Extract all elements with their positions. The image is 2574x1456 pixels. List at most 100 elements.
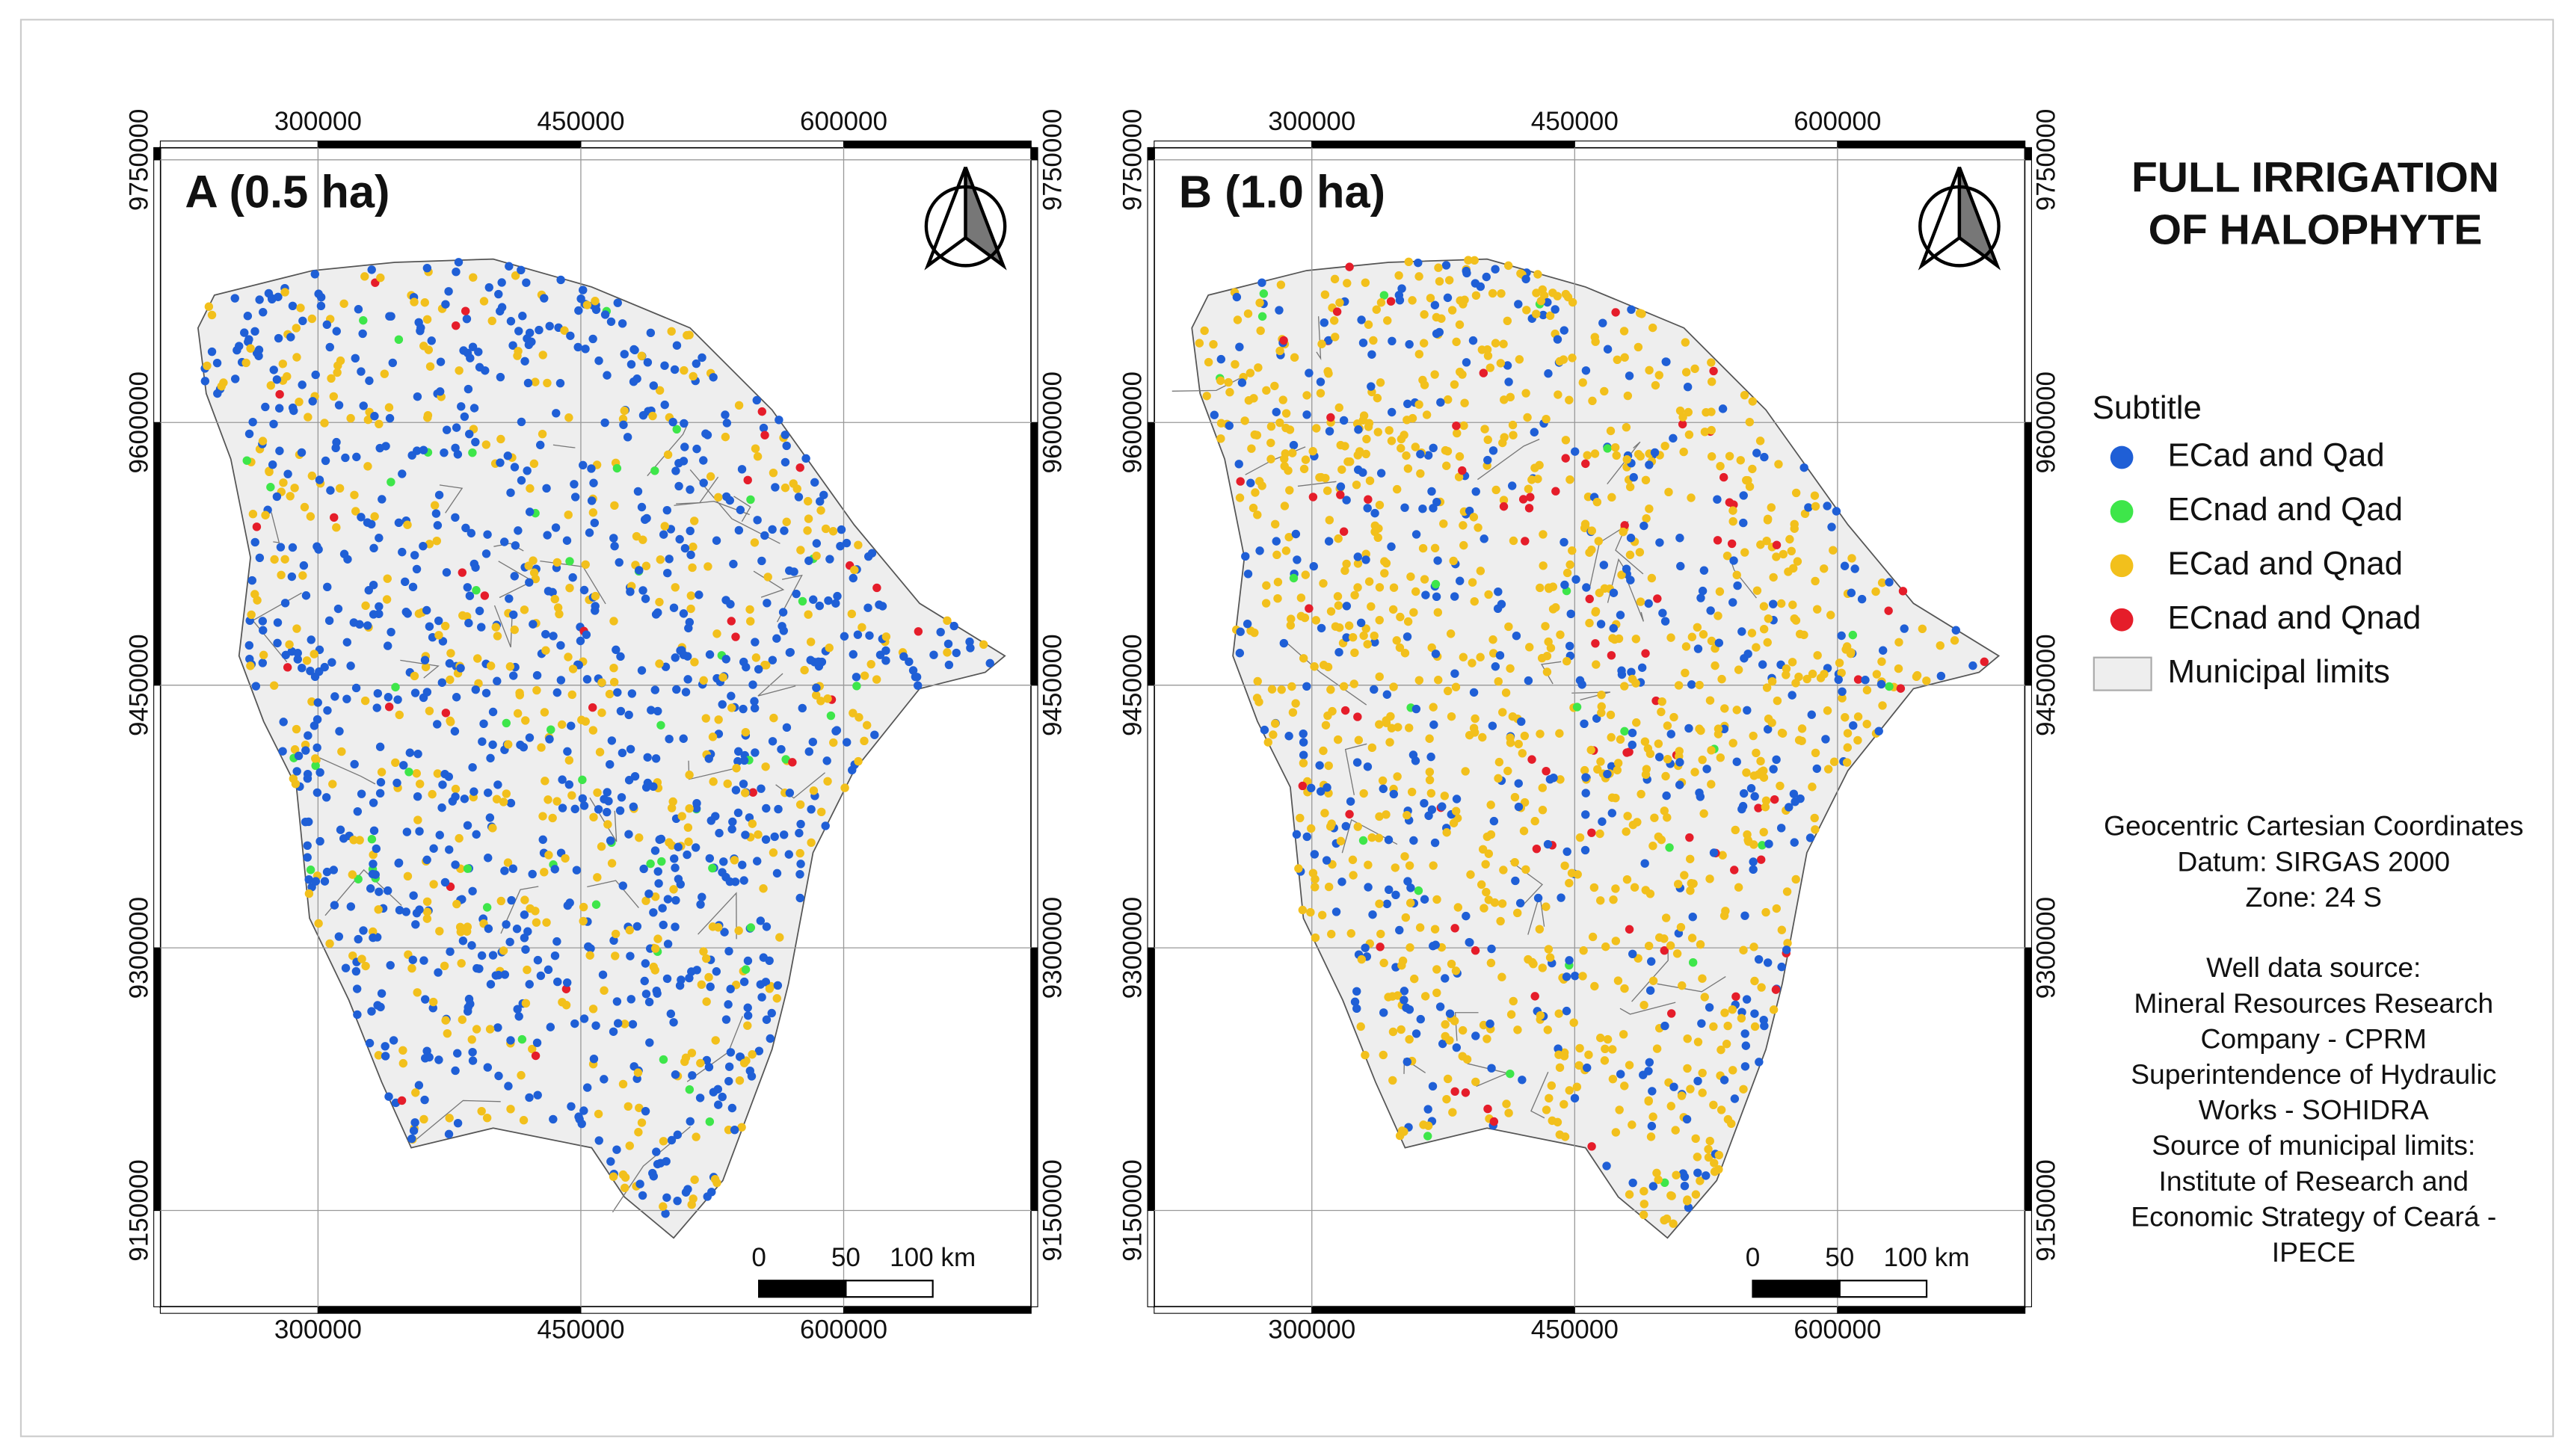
well-point (1385, 885, 1394, 895)
well-point (1739, 1085, 1748, 1093)
well-point (301, 591, 311, 600)
well-point (1782, 664, 1791, 673)
well-point (398, 1058, 408, 1068)
well-point (1301, 570, 1310, 579)
well-point (415, 905, 424, 914)
well-point (1375, 720, 1384, 729)
well-point (1740, 911, 1749, 920)
well-point (1745, 482, 1755, 491)
note: Datum: SIRGAS 2000 (2177, 845, 2450, 877)
well-point (660, 361, 669, 370)
frame-segment (843, 141, 1032, 148)
well-point (1542, 651, 1552, 661)
frame-segment (1311, 141, 1575, 148)
well-point (359, 926, 368, 935)
well-point (674, 842, 683, 851)
well-point (1341, 821, 1350, 831)
well-point (500, 866, 509, 875)
well-point (709, 373, 718, 382)
well-point (1545, 774, 1555, 784)
well-point (624, 710, 633, 720)
well-point (668, 797, 677, 806)
well-point (1542, 766, 1551, 776)
municipal-limit (1607, 441, 1641, 485)
well-point (659, 530, 668, 539)
well-point (506, 488, 515, 497)
well-point (685, 617, 695, 627)
well-point (1451, 682, 1461, 691)
well-point (1764, 839, 1773, 848)
well-point (350, 490, 359, 499)
well-point (733, 756, 742, 766)
well-point (357, 513, 366, 522)
well-point (1483, 1104, 1492, 1114)
well-point (618, 748, 627, 758)
well-point (689, 371, 698, 381)
well-point (254, 351, 263, 360)
well-point (1487, 1064, 1496, 1073)
well-point (1524, 676, 1533, 685)
well-point (505, 662, 515, 671)
well-point (455, 366, 464, 375)
well-point (1595, 829, 1604, 839)
well-point (1581, 810, 1590, 819)
well-point (425, 540, 434, 549)
well-point (1533, 270, 1542, 279)
well-point (1620, 521, 1629, 530)
well-point (306, 512, 315, 521)
well-point (435, 830, 444, 839)
well-point (840, 632, 849, 641)
well-point (1506, 1069, 1515, 1079)
well-point (248, 417, 257, 427)
well-point (1422, 410, 1432, 419)
well-point (1539, 561, 1548, 570)
well-point (1275, 306, 1284, 315)
well-point (453, 1118, 463, 1128)
well-point (394, 518, 404, 528)
well-point (726, 599, 735, 609)
well-point (655, 597, 664, 607)
well-point (461, 306, 470, 315)
well-point (1316, 377, 1326, 386)
well-point (410, 297, 419, 306)
well-point (1376, 929, 1385, 939)
well-point (1543, 297, 1552, 307)
well-point (771, 483, 780, 492)
well-point (532, 670, 542, 680)
well-point (570, 480, 579, 489)
well-point (698, 892, 706, 901)
well-point (486, 753, 495, 763)
well-point (1478, 845, 1488, 854)
well-point (1216, 354, 1226, 364)
well-point (404, 768, 413, 777)
well-point (662, 1157, 671, 1166)
well-point (1253, 510, 1262, 519)
well-point (640, 515, 650, 524)
well-point (1388, 992, 1397, 1001)
frame-segment (1147, 1209, 1155, 1307)
well-point (437, 803, 446, 812)
well-point (739, 780, 748, 789)
well-point (860, 671, 869, 680)
well-point (1716, 753, 1725, 762)
well-point (1704, 1144, 1713, 1154)
well-point (606, 1157, 615, 1166)
well-point (626, 951, 635, 960)
y-tick-label: 9450000 (124, 634, 153, 736)
well-point (557, 720, 567, 729)
well-point (451, 443, 460, 453)
well-point (750, 697, 759, 706)
well-point (1392, 484, 1402, 494)
well-point (1622, 454, 1631, 464)
well-point (1388, 605, 1398, 614)
well-point (550, 951, 560, 960)
well-point (1400, 852, 1409, 861)
well-point (663, 450, 673, 460)
well-point (1374, 833, 1384, 842)
well-point (1749, 731, 1758, 741)
well-point (1477, 345, 1487, 354)
well-point (1750, 792, 1759, 801)
well-point (1620, 1082, 1629, 1091)
well-point (1257, 312, 1267, 321)
well-point (1763, 958, 1773, 967)
